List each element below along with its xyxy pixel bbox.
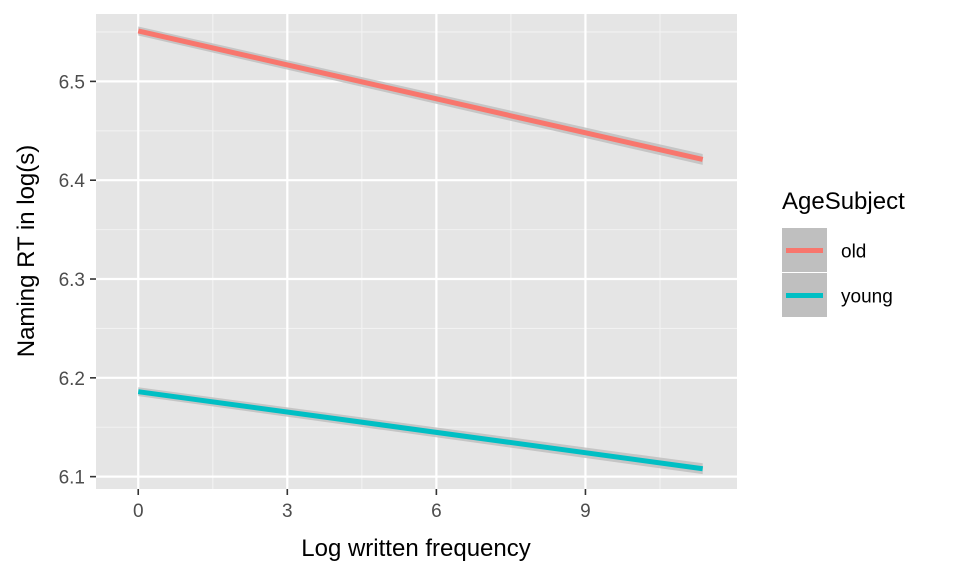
legend-label-young: young (841, 287, 893, 308)
x-axis-ticks: 0 3 6 9 (133, 489, 591, 522)
legend-title: AgeSubject (782, 188, 905, 215)
x-axis-title: Log written frequency (301, 535, 530, 562)
y-tick-label: 6.5 (59, 72, 85, 93)
y-tick-label: 6.4 (59, 171, 86, 192)
y-tick-label: 6.2 (59, 369, 85, 390)
legend-label-old: old (841, 242, 866, 263)
x-tick-label: 9 (580, 501, 591, 522)
x-tick-label: 3 (282, 501, 293, 522)
x-tick-label: 6 (431, 501, 442, 522)
grid-major (96, 14, 737, 489)
y-axis-ticks: 6.1 6.2 6.3 6.4 6.5 (59, 72, 96, 489)
legend: AgeSubject old young (782, 188, 905, 317)
x-tick-label: 0 (133, 501, 144, 522)
series-line-old (137, 28, 704, 162)
y-axis-title: Naming RT in log(s) (13, 145, 40, 358)
y-tick-label: 6.1 (59, 468, 85, 489)
series-lines (137, 28, 704, 472)
plot-panel (96, 14, 737, 489)
y-tick-label: 6.3 (59, 270, 85, 291)
series-line-young (137, 389, 704, 472)
